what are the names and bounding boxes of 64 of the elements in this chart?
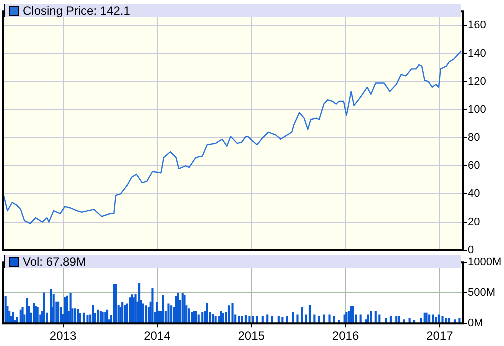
- bar: [188, 308, 190, 324]
- y-tick-label: 0M: [468, 318, 484, 330]
- bar: [162, 295, 164, 324]
- bar: [152, 288, 154, 324]
- bar: [43, 292, 46, 324]
- bar: [442, 316, 444, 324]
- x-tick-label: 2013: [50, 329, 77, 344]
- y-tick-label: 500M: [468, 287, 496, 300]
- bar: [92, 304, 94, 324]
- x-tick-label: 2017: [426, 329, 454, 344]
- y-tick-label: 40: [468, 188, 480, 200]
- x-tick-label: 2014: [144, 329, 172, 344]
- y-tick-label: 100: [468, 104, 486, 116]
- bar: [177, 293, 180, 324]
- bar: [145, 306, 148, 324]
- bar: [156, 302, 158, 324]
- x-tick-label: 2015: [238, 329, 266, 344]
- bar: [58, 302, 60, 324]
- bar: [220, 311, 222, 324]
- bar: [26, 298, 29, 324]
- y-tick-label: 160: [468, 20, 486, 32]
- bar: [328, 314, 331, 324]
- bar: [64, 297, 66, 324]
- bar: [175, 296, 178, 324]
- bar: [124, 304, 126, 324]
- bar: [130, 294, 134, 324]
- bar: [36, 307, 39, 324]
- bar: [228, 306, 230, 324]
- bar: [129, 298, 132, 324]
- bar: [370, 311, 372, 324]
- bar: [168, 304, 170, 324]
- bar: [66, 296, 68, 324]
- bar: [122, 302, 124, 324]
- bar: [350, 306, 352, 324]
- bar: [385, 318, 388, 324]
- y-tick-label: 80: [468, 132, 480, 144]
- bar: [296, 314, 299, 324]
- bar: [142, 304, 144, 324]
- y-tick-label: 60: [468, 160, 480, 172]
- bar: [352, 306, 354, 324]
- y-tick-label: 120: [468, 76, 486, 88]
- bar: [86, 315, 89, 324]
- y-tick-label: 20: [468, 216, 480, 228]
- bar: [114, 284, 118, 324]
- bar: [22, 307, 24, 324]
- bar: [206, 303, 208, 324]
- bar: [33, 303, 36, 324]
- bar: [308, 304, 312, 324]
- bar: [301, 307, 304, 324]
- legend-label: Vol: 67.89M: [23, 254, 86, 268]
- bar: [232, 303, 234, 324]
- bar: [138, 283, 141, 324]
- bar: [170, 306, 173, 324]
- bar: [374, 311, 377, 324]
- bar: [195, 311, 198, 324]
- bar: [256, 316, 258, 324]
- bar: [74, 308, 77, 324]
- y-tick-label: 140: [468, 48, 486, 60]
- bar: [113, 284, 116, 324]
- legend-label: Closing Price: 142.1: [23, 4, 130, 18]
- x-tick-label: 2016: [332, 329, 360, 344]
- y-tick-label: 0: [468, 244, 474, 256]
- bar: [34, 306, 37, 324]
- y-tick-label: 1000M: [468, 256, 502, 269]
